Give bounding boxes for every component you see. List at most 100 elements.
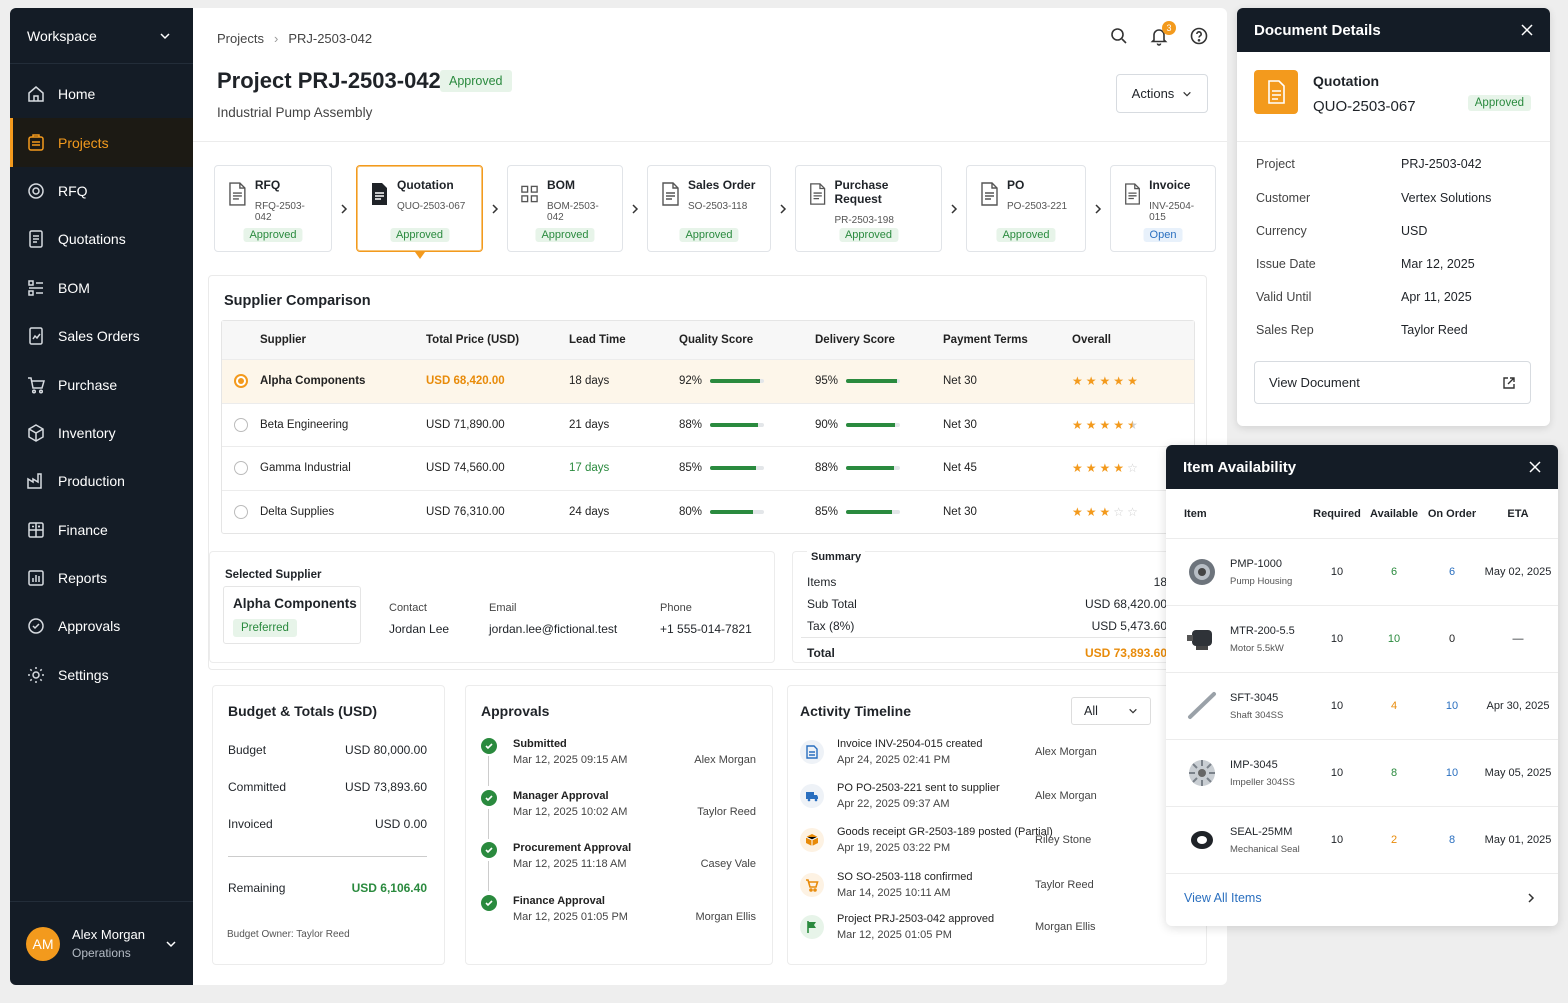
close-icon[interactable] xyxy=(1521,24,1533,36)
on-order-qty: 10 xyxy=(1445,700,1459,712)
star-full-icon: ★ xyxy=(1113,417,1125,432)
header-icons: 3 xyxy=(1109,21,1209,46)
supplier-table: Supplier Total Price (USD) Lead Time Qua… xyxy=(221,320,1195,534)
star-full-icon: ★ xyxy=(1085,417,1097,432)
table-row[interactable]: PMP-1000 Pump Housing 10 6 6 May 02, 2025 xyxy=(1166,539,1558,606)
view-all-items-link[interactable]: View All Items xyxy=(1166,874,1558,922)
flow-card-quotation[interactable]: Quotation QUO-2503-067 Approved xyxy=(356,165,483,259)
box-icon xyxy=(800,828,824,852)
workspace-switcher[interactable]: Workspace xyxy=(10,8,193,64)
column-header[interactable]: Quality Score xyxy=(679,334,754,346)
view-document-button[interactable]: View Document xyxy=(1254,361,1531,404)
flow-card-invoice[interactable]: Invoice INV-2504-015 Open xyxy=(1110,165,1216,252)
activity-filter[interactable]: All xyxy=(1071,697,1151,725)
star-empty-icon: ☆ xyxy=(1127,504,1138,519)
table-row[interactable]: Alpha Components USD 68,420.00 18 days 9… xyxy=(222,359,1194,403)
sidebar-item-production[interactable]: Production xyxy=(10,457,193,505)
column-header[interactable]: Total Price (USD) xyxy=(426,334,520,346)
sidebar-item-quotations[interactable]: Quotations xyxy=(10,215,193,263)
delivery-score: 90% xyxy=(815,418,839,431)
sidebar-item-label: RFQ xyxy=(58,182,88,199)
breadcrumb-projects[interactable]: Projects xyxy=(217,31,264,46)
column-header[interactable]: Overall xyxy=(1072,334,1111,346)
chevron-down-icon xyxy=(1129,708,1137,714)
close-icon[interactable] xyxy=(1529,461,1541,473)
calculator-icon xyxy=(28,521,44,538)
eta: May 05, 2025 xyxy=(1484,767,1552,779)
flow-card-name: PO xyxy=(1007,178,1025,192)
star-full-icon: ★ xyxy=(1072,504,1083,519)
flow-card-purchase-request[interactable]: Purchase Request PR-2503-198 Approved xyxy=(795,165,942,252)
activity-filter-value: All xyxy=(1084,704,1098,718)
table-row[interactable]: IMP-3045 Impeller 304SS 10 8 10 May 05, 2… xyxy=(1166,740,1558,807)
star-full-icon: ★ xyxy=(1099,374,1111,389)
email-value[interactable]: jordan.lee@fictional.test xyxy=(489,622,618,636)
supplier-radio[interactable] xyxy=(234,417,248,432)
activity-text: Invoice INV-2504-015 created xyxy=(837,738,983,750)
lead-time: 17 days xyxy=(569,462,610,475)
sidebar-item-home[interactable]: Home xyxy=(10,70,193,118)
supplier-price: USD 76,310.00 xyxy=(426,505,505,518)
field-value: Vertex Solutions xyxy=(1401,191,1492,205)
selected-supplier-label: Selected Supplier xyxy=(225,569,322,581)
timeline-line xyxy=(488,756,489,786)
table-row[interactable]: Gamma Industrial USD 74,560.00 17 days 8… xyxy=(222,446,1194,490)
target-icon xyxy=(28,183,44,199)
star-full-icon: ★ xyxy=(1127,374,1138,389)
column-header: Required xyxy=(1313,507,1361,520)
sidebar-item-bom[interactable]: BOM xyxy=(10,264,193,312)
sidebar-item-projects[interactable]: Projects xyxy=(10,118,193,167)
flow-card-po[interactable]: PO PO-2503-221 Approved xyxy=(966,165,1086,252)
column-header: Available xyxy=(1370,507,1418,520)
activity-by: Morgan Ellis xyxy=(1035,921,1096,933)
sidebar-item-reports[interactable]: Reports xyxy=(10,554,193,602)
sidebar-item-rfq[interactable]: RFQ xyxy=(10,167,193,215)
search-button[interactable] xyxy=(1109,26,1129,46)
activity-text: PO PO-2503-221 sent to supplier xyxy=(837,782,1000,794)
help-button[interactable] xyxy=(1189,26,1209,46)
sidebar-item-settings[interactable]: Settings xyxy=(10,651,193,699)
notifications-button[interactable]: 3 xyxy=(1149,21,1176,46)
supplier-radio[interactable] xyxy=(234,461,248,476)
supplier-radio[interactable] xyxy=(234,504,248,519)
table-row[interactable]: SEAL-25MM Mechanical Seal 10 2 8 May 01, … xyxy=(1166,807,1558,874)
activity-by: Alex Morgan xyxy=(1035,746,1097,758)
chevron-down-icon xyxy=(160,32,170,39)
actions-button[interactable]: Actions xyxy=(1116,74,1208,113)
table-row[interactable]: Beta Engineering USD 71,890.00 21 days 8… xyxy=(222,402,1194,447)
flow-card-bom[interactable]: BOM BOM-2503-042 Approved xyxy=(507,165,623,252)
delivery-score: 88% xyxy=(815,462,839,475)
remaining-label: Remaining xyxy=(228,881,286,895)
sidebar-item-purchase[interactable]: Purchase xyxy=(10,360,193,408)
column-header[interactable]: Lead Time xyxy=(569,334,626,346)
flow-card-rfq[interactable]: RFQ RFQ-2503-042 Approved xyxy=(214,165,332,252)
notification-count: 3 xyxy=(1162,21,1176,35)
table-row[interactable]: SFT-3045 Shaft 304SS 10 4 10 Apr 30, 2025 xyxy=(1166,673,1558,740)
status-badge: Approved xyxy=(389,228,450,242)
star-full-icon: ★ xyxy=(1072,374,1083,389)
field-value: Mar 12, 2025 xyxy=(1401,257,1475,271)
column-header[interactable]: Supplier xyxy=(260,334,307,346)
activity-card: Activity Timeline All Invoice INV-2504-0… xyxy=(787,685,1207,965)
sidebar-item-finance[interactable]: Finance xyxy=(10,506,193,554)
sidebar-item-approvals[interactable]: Approvals xyxy=(10,602,193,650)
on-order-qty: 6 xyxy=(1448,566,1456,578)
table-row[interactable]: MTR-200-5.5 Motor 5.5kW 10 10 0 — xyxy=(1166,606,1558,673)
flow-card-sales-order[interactable]: Sales Order SO-2503-118 Approved xyxy=(647,165,771,252)
sidebar-item-inventory[interactable]: Inventory xyxy=(10,409,193,457)
star-empty-icon: ☆ xyxy=(1127,461,1138,476)
rating-stars: ★ ★ ★ ★ ☆ xyxy=(1072,461,1182,475)
quality-score: 92% xyxy=(679,375,703,388)
column-header[interactable]: Delivery Score xyxy=(815,334,895,346)
flow-card-number: PO-2503-221 xyxy=(1007,201,1068,212)
column-header[interactable]: Payment Terms xyxy=(943,334,1028,346)
pump-housing-icon xyxy=(1184,554,1220,590)
supplier-radio[interactable] xyxy=(234,374,248,389)
sidebar-item-sales-orders[interactable]: Sales Orders xyxy=(10,312,193,360)
sidebar-item-label: BOM xyxy=(58,279,90,296)
table-row[interactable]: Delta Supplies USD 76,310.00 24 days 80%… xyxy=(222,489,1194,534)
user-menu[interactable]: AM Alex Morgan Operations xyxy=(10,901,193,985)
activity-date: Mar 14, 2025 10:11 AM xyxy=(837,887,951,899)
star-full-icon: ★ xyxy=(1072,417,1083,432)
contact-label: Contact xyxy=(389,602,427,614)
